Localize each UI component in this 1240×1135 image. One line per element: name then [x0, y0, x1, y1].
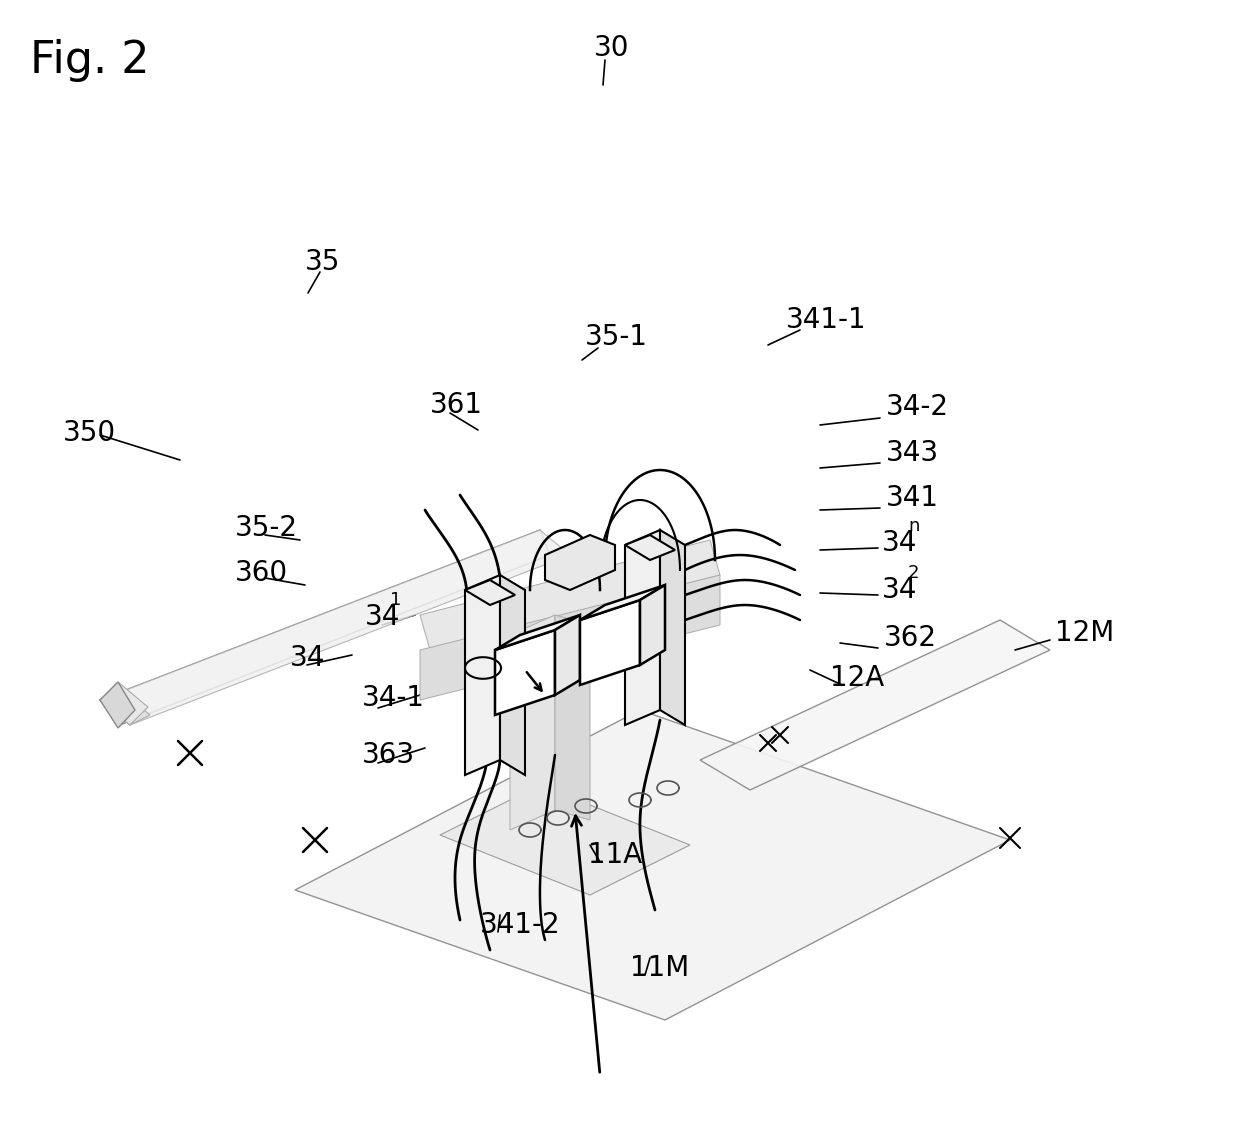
- Text: 34: 34: [882, 529, 918, 557]
- Text: 11M: 11M: [630, 955, 689, 982]
- Text: 34-2: 34-2: [887, 393, 949, 421]
- Text: 35-1: 35-1: [585, 323, 649, 351]
- Text: 343: 343: [887, 439, 939, 466]
- Text: 341: 341: [887, 484, 939, 512]
- Polygon shape: [510, 615, 556, 830]
- Text: 35-2: 35-2: [236, 514, 298, 543]
- Text: 363: 363: [362, 741, 415, 770]
- Polygon shape: [295, 711, 1011, 1020]
- Polygon shape: [660, 530, 684, 725]
- Polygon shape: [420, 540, 720, 650]
- Text: 1: 1: [391, 591, 402, 609]
- Polygon shape: [100, 690, 150, 725]
- Polygon shape: [701, 620, 1050, 790]
- Polygon shape: [580, 600, 640, 686]
- Polygon shape: [640, 585, 665, 665]
- Text: 34-1: 34-1: [362, 684, 425, 712]
- Text: 2: 2: [908, 564, 920, 582]
- Polygon shape: [100, 530, 570, 725]
- Text: 362: 362: [884, 624, 937, 651]
- Polygon shape: [100, 682, 148, 725]
- Polygon shape: [546, 535, 615, 590]
- Text: 35: 35: [305, 249, 340, 276]
- Polygon shape: [440, 785, 689, 896]
- Text: 341-2: 341-2: [480, 911, 560, 939]
- Text: 361: 361: [430, 390, 484, 419]
- Polygon shape: [495, 630, 556, 715]
- Text: 30: 30: [594, 34, 630, 62]
- Polygon shape: [556, 615, 590, 819]
- Polygon shape: [465, 575, 500, 775]
- Text: 34: 34: [882, 575, 918, 604]
- Text: n: n: [908, 518, 919, 535]
- Text: Fig. 2: Fig. 2: [30, 39, 150, 82]
- Text: 12A: 12A: [830, 664, 884, 692]
- Text: 360: 360: [236, 560, 288, 587]
- Polygon shape: [495, 615, 580, 650]
- Text: 12M: 12M: [1055, 619, 1115, 647]
- Polygon shape: [625, 530, 660, 725]
- Text: 341-1: 341-1: [786, 306, 867, 334]
- Text: 350: 350: [63, 419, 117, 447]
- Polygon shape: [556, 615, 580, 695]
- Polygon shape: [100, 682, 135, 728]
- Polygon shape: [465, 580, 515, 605]
- Polygon shape: [625, 535, 675, 560]
- Text: 34: 34: [365, 603, 401, 631]
- Polygon shape: [420, 575, 720, 700]
- Polygon shape: [500, 575, 525, 775]
- Text: 34: 34: [290, 644, 325, 672]
- Polygon shape: [580, 585, 665, 620]
- Text: 11A: 11A: [588, 841, 642, 869]
